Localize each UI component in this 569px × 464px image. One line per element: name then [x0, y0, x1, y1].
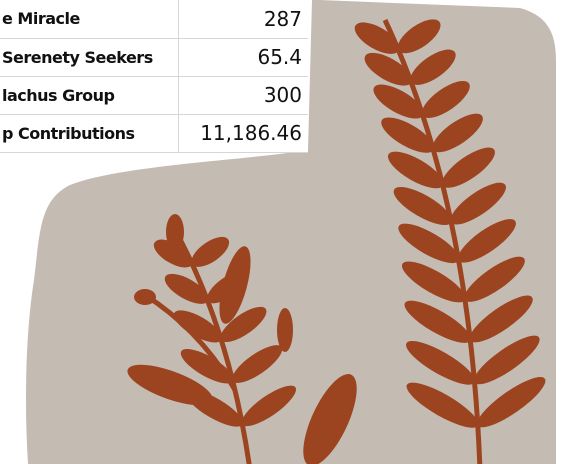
leaf — [166, 214, 184, 250]
leaf — [134, 289, 156, 305]
leaf — [277, 308, 293, 352]
page: e Miracle287Serenety Seekers65.4lachus G… — [0, 0, 569, 464]
row-amount: 65.4 — [178, 38, 308, 76]
row-label: e Miracle — [0, 0, 178, 38]
row-label: Serenety Seekers — [0, 38, 178, 76]
row-amount: 287 — [178, 0, 308, 38]
row-amount: 11,186.46 — [178, 114, 308, 152]
row-label: p Contributions — [0, 114, 178, 152]
row-amount: 300 — [178, 76, 308, 114]
row-label: lachus Group — [0, 76, 178, 114]
